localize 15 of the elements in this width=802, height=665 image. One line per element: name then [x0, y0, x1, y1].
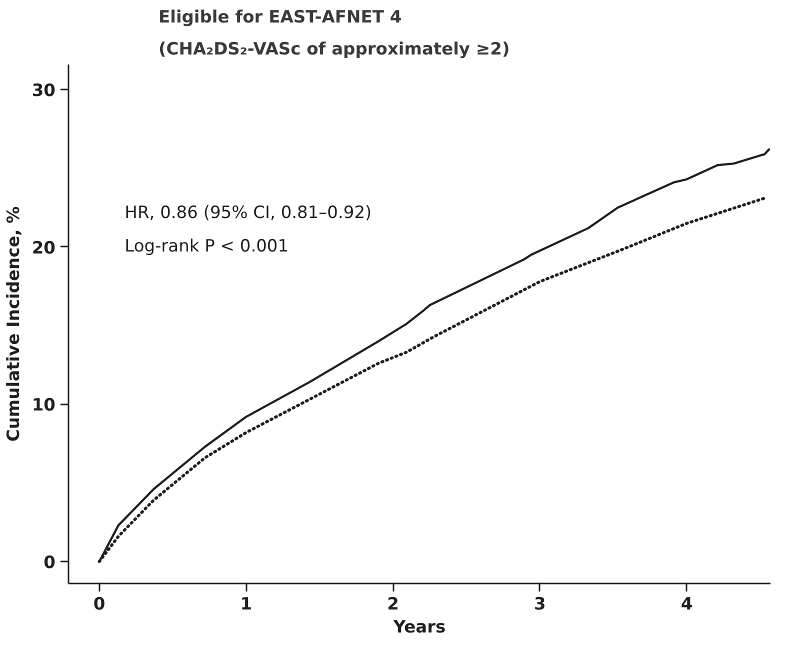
y-tick-label: 0: [44, 552, 56, 573]
x-tick-label: 0: [93, 594, 106, 614]
x-tick-label: 1: [240, 594, 252, 614]
x-tick-label: 2: [387, 594, 399, 614]
x-tick-label: 3: [534, 594, 546, 614]
y-axis-title: Cumulative Incidence, %: [4, 206, 24, 442]
x-axis-title: Years: [392, 618, 446, 638]
annotation: HR, 0.86 (95% CI, 0.81–0.92): [124, 202, 372, 223]
chart-title: Eligible for EAST-AFNET 4: [158, 8, 402, 28]
y-tick-label: 20: [32, 238, 56, 258]
x-tick-label: 4: [680, 594, 693, 614]
annotation: Log-rank P < 0.001: [124, 236, 289, 257]
y-tick-label: 30: [32, 81, 56, 102]
y-tick-label: 10: [32, 396, 56, 416]
chart-subtitle: (CHA₂DS₂-VASc of approximately ≥2): [158, 40, 510, 60]
